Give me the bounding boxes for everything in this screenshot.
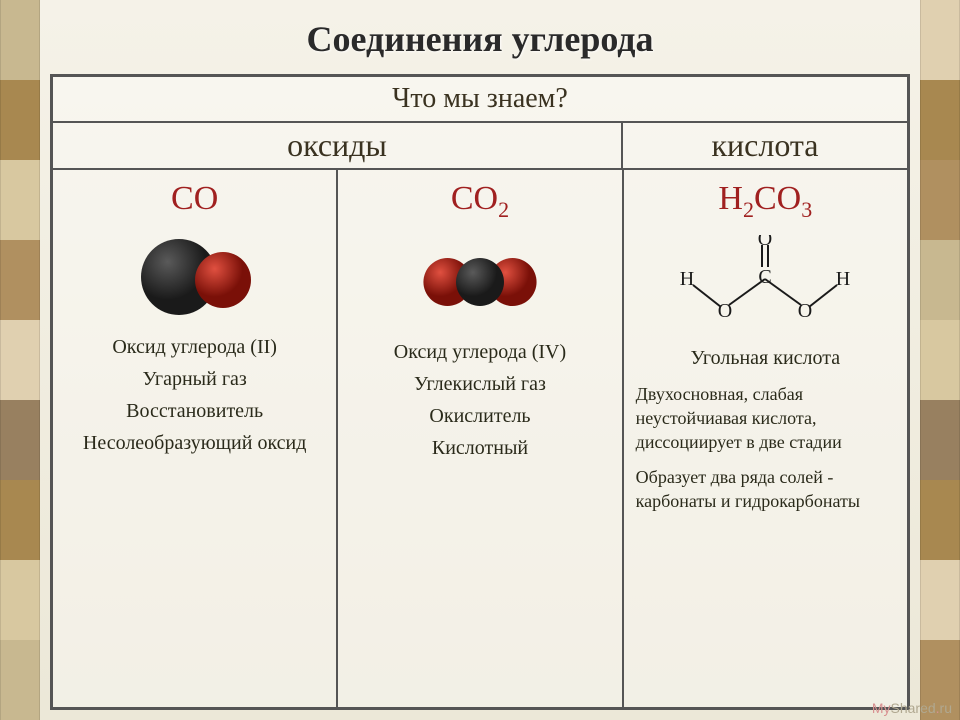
co-line: Несолеобразующий оксид	[83, 430, 307, 457]
co2-line: Окислитель	[394, 403, 566, 430]
desc-co: Оксид углерода (II) Угарный газ Восстано…	[83, 334, 307, 462]
header-row: оксиды кислота	[53, 123, 907, 170]
watermark: MyShared.ru	[872, 700, 952, 716]
h2co3-line: Двухосновная, слабая неустойчиавая кисло…	[636, 382, 895, 455]
formula-co2: CO2	[451, 180, 509, 223]
header-oxides: оксиды	[53, 123, 623, 168]
cell-co: CO Оксид углерода (II) Угар	[53, 170, 338, 707]
co-line: Угарный газ	[83, 366, 307, 393]
co2-line: Кислотный	[394, 435, 566, 462]
page-title: Соединения углерода	[50, 10, 910, 74]
formula-h2co3: H2CO3	[718, 180, 812, 223]
question-row: Что мы знаем?	[53, 77, 907, 123]
formula-co: CO	[171, 180, 218, 218]
cell-co2: CO2 Оксид углерода (IV) Углекислый газ О…	[338, 170, 623, 707]
cell-h2co3: H2CO3 O C O O H	[624, 170, 907, 707]
body-row: CO Оксид углерода (II) Угар	[53, 170, 907, 707]
header-acid: кислота	[623, 123, 907, 168]
desc-h2co3: Угольная кислота Двухосновная, слабая не…	[636, 345, 895, 518]
h2co3-line: Образует два ряда солей - карбонаты и ги…	[636, 465, 895, 514]
svg-text:O: O	[718, 300, 732, 322]
struct-h2co3: O C O O H H	[665, 235, 865, 335]
model-co	[135, 232, 255, 322]
co2-line: Углекислый газ	[394, 371, 566, 398]
svg-text:O: O	[758, 235, 772, 250]
svg-text:H: H	[680, 268, 694, 290]
h2co3-name: Угольная кислота	[636, 345, 895, 372]
desc-co2: Оксид углерода (IV) Углекислый газ Окисл…	[394, 339, 566, 467]
co-line: Оксид углерода (II)	[83, 334, 307, 361]
svg-text:C: C	[759, 266, 772, 288]
svg-text:O: O	[798, 300, 812, 322]
co2-line: Оксид углерода (IV)	[394, 339, 566, 366]
model-co2	[420, 237, 540, 327]
compounds-table: Что мы знаем? оксиды кислота CO	[50, 74, 910, 710]
co-line: Восстановитель	[83, 398, 307, 425]
svg-text:H: H	[836, 268, 850, 290]
